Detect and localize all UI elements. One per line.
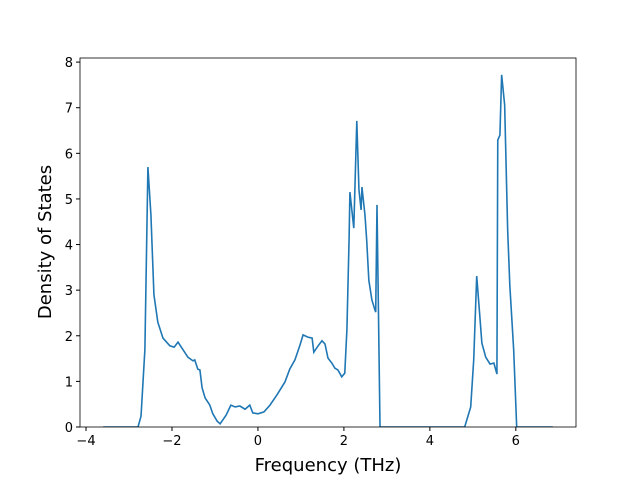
- y-tick-label: 8: [65, 56, 73, 71]
- y-axis-label: Density of States: [35, 165, 56, 319]
- y-tick-label: 5: [65, 193, 73, 208]
- x-tick-label: 2: [340, 434, 348, 449]
- x-tick-label: 6: [512, 434, 520, 449]
- plot-frame: [79, 57, 577, 428]
- y-tick-label: 7: [65, 102, 73, 117]
- x-tick-label: 0: [254, 434, 262, 449]
- y-tick-label: 2: [65, 330, 73, 345]
- y-tick-label: 3: [65, 284, 73, 299]
- x-axis-label: Frequency (THz): [255, 455, 402, 476]
- x-tick-label: −4: [76, 434, 95, 449]
- y-tick-label: 4: [65, 239, 73, 254]
- x-tick-label: −2: [162, 434, 181, 449]
- x-tick-label: 4: [426, 434, 434, 449]
- y-tick-label: 0: [65, 421, 73, 436]
- y-tick-label: 1: [65, 375, 73, 390]
- line: [103, 74, 553, 427]
- y-tick-label: 6: [65, 147, 73, 162]
